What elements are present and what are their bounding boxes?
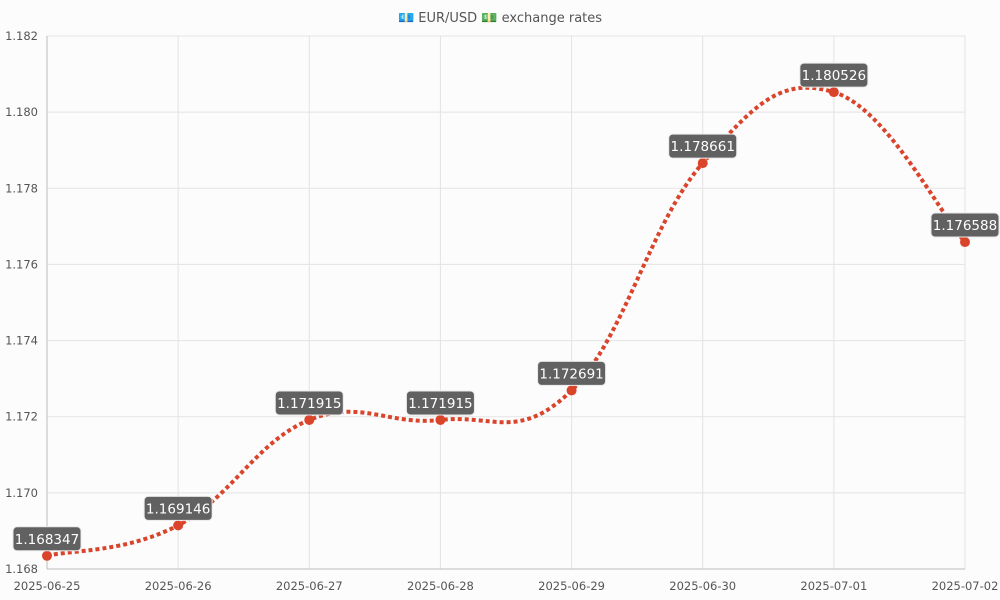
y-axis-ticks: 1.168 1.170 1.172 1.174 1.176 1.178 1.180 1.182: [5, 29, 38, 576]
series-line: [46, 85, 967, 558]
x-tick-label: 2025-06-29: [538, 579, 605, 593]
data-label-box: [799, 62, 869, 88]
data-point: [566, 385, 577, 396]
data-label: 1.171915: [405, 390, 475, 416]
data-label-text: 1.178661: [671, 139, 735, 155]
data-point: [960, 237, 970, 248]
data-point: [42, 550, 52, 561]
data-label: 1.169146: [143, 495, 213, 521]
data-label-text: 1.171915: [277, 396, 341, 412]
data-point: [173, 520, 184, 531]
data-label-text: 1.169146: [146, 501, 210, 517]
x-tick-label: 2025-07-01: [800, 579, 867, 593]
y-tick-label: 1.168: [5, 562, 38, 576]
data-point: [435, 414, 446, 425]
data-label: 1.176588: [930, 212, 1000, 238]
data-label-box: [274, 390, 344, 416]
x-tick-label: 2025-06-26: [145, 579, 212, 593]
data-label-box: [143, 495, 213, 521]
grid: [47, 35, 966, 569]
data-label-text: 1.176588: [933, 218, 997, 234]
data-label-text: 1.172691: [539, 366, 603, 382]
data-label-box: [537, 360, 607, 386]
data-point: [828, 87, 839, 98]
axes: [46, 36, 965, 570]
data-points: [42, 87, 970, 561]
data-labels: 1.168347 1.169146 1.171915 1.171915 1.172691…: [12, 62, 1000, 552]
y-tick-label: 1.170: [5, 486, 38, 500]
data-label-box: [930, 212, 1000, 238]
data-label-box: [668, 133, 738, 159]
data-label-text: 1.180526: [802, 68, 866, 84]
x-tick-label: 2025-06-28: [407, 579, 474, 593]
x-tick-label: 2025-06-25: [14, 579, 81, 593]
data-point: [697, 158, 708, 169]
y-tick-label: 1.172: [5, 410, 38, 424]
y-tick-label: 1.176: [5, 257, 38, 271]
data-label: 1.171915: [274, 390, 344, 416]
data-label-text: 1.168347: [15, 532, 79, 548]
y-tick-label: 1.180: [5, 105, 38, 119]
data-label-text: 1.171915: [408, 396, 472, 412]
x-tick-label: 2025-07-02: [932, 579, 999, 593]
data-label: 1.178661: [668, 133, 738, 159]
y-tick-label: 1.182: [5, 29, 38, 43]
x-tick-label: 2025-06-30: [669, 579, 736, 593]
data-label-box: [405, 390, 475, 416]
data-label: 1.180526: [799, 62, 869, 88]
y-tick-label: 1.174: [5, 334, 38, 348]
x-axis-ticks: 2025-06-25 2025-06-26 2025-06-27 2025-06-28…: [14, 579, 999, 593]
x-tick-label: 2025-06-27: [276, 579, 343, 593]
chart-title: 💶 EUR/USD 💵 exchange rates: [398, 11, 602, 26]
data-point: [304, 414, 315, 425]
y-tick-label: 1.178: [5, 181, 38, 195]
data-label-box: [12, 526, 82, 552]
data-label: 1.168347: [12, 526, 82, 552]
data-label: 1.172691: [537, 360, 607, 386]
